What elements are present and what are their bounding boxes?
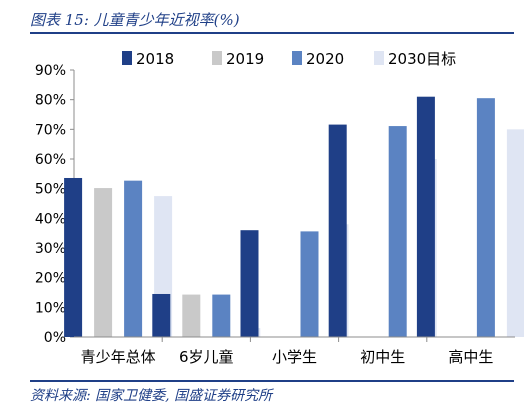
x-tick-label: 6岁儿童 xyxy=(179,348,234,366)
bars xyxy=(64,96,524,337)
legend-swatch xyxy=(122,51,132,65)
y-tick-label: 30% xyxy=(35,241,66,257)
y-tick-label: 10% xyxy=(35,300,66,316)
legend-swatch xyxy=(292,51,302,65)
bar-2019-1 xyxy=(94,188,113,337)
legend-swatch xyxy=(374,51,384,65)
bar-2020-1 xyxy=(124,180,143,337)
x-tick-label: 高中生 xyxy=(448,348,493,366)
bar-2020-2 xyxy=(212,294,231,337)
source-bar: 资料来源: 国家卫健委, 国盛证券研究所 xyxy=(30,380,514,405)
y-tick-label: 70% xyxy=(35,122,66,138)
bar-2018-3 xyxy=(240,230,259,337)
legend-label: 2019 xyxy=(226,50,264,68)
chart-title: 图表 15: 儿童青少年近视率(%) xyxy=(30,11,240,29)
bar-2018-5 xyxy=(416,96,435,337)
y-tick-label: 40% xyxy=(35,211,66,227)
bar-2018-2 xyxy=(152,293,171,337)
legend-label: 2020 xyxy=(306,50,344,68)
bar-2019-2 xyxy=(182,294,201,337)
legend-label: 2018 xyxy=(136,50,174,68)
chart-title-bar: 图表 15: 儿童青少年近视率(%) xyxy=(30,10,514,34)
bar-2018-4 xyxy=(328,124,347,337)
x-axis: 青少年总体 6岁儿童 小学生 初中生 高中生 xyxy=(74,336,515,366)
y-tick-label: 0% xyxy=(44,330,66,346)
bar-2020-3 xyxy=(300,231,319,337)
y-tick-label: 60% xyxy=(35,152,66,168)
y-tick-label: 90% xyxy=(35,63,66,79)
bar-2018-1 xyxy=(64,177,83,337)
y-tick-label: 20% xyxy=(35,271,66,287)
x-tick-label: 小学生 xyxy=(272,348,317,366)
y-tick-label: 50% xyxy=(35,182,66,198)
source-note: 资料来源: 国家卫健委, 国盛证券研究所 xyxy=(30,388,273,404)
x-tick-label: 初中生 xyxy=(360,348,405,366)
y-axis: 0% 10% 20% 30% 40% 50% 60% 70% 80% 90% xyxy=(35,63,75,346)
legend: 2018 2019 2020 2030目标 xyxy=(122,50,456,68)
bar-2030-5 xyxy=(506,129,524,337)
legend-label: 2030目标 xyxy=(388,50,456,68)
x-tick-label: 青少年总体 xyxy=(81,348,156,366)
bar-2020-4 xyxy=(388,126,407,337)
y-tick-label: 80% xyxy=(35,93,66,109)
legend-swatch xyxy=(212,51,222,65)
bar-2020-5 xyxy=(476,98,495,337)
